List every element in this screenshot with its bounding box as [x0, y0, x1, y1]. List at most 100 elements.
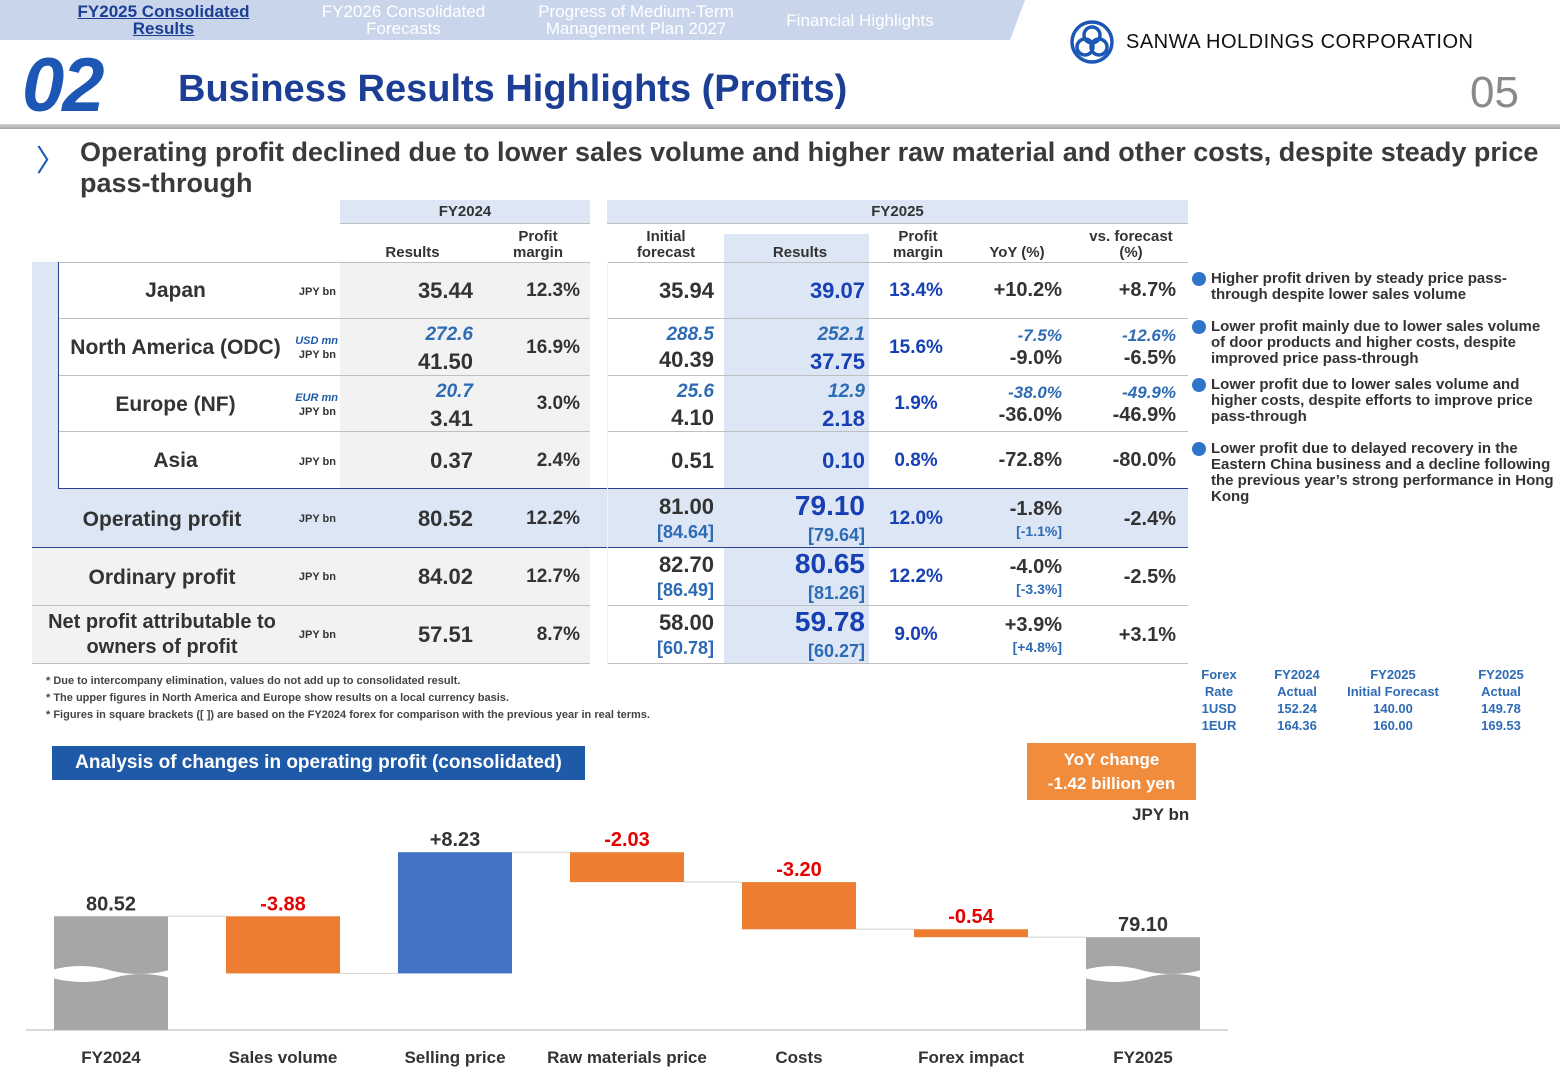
op-fy25-results: 79.10 [794, 490, 865, 521]
ord-fy24-margin: 12.7% [526, 566, 580, 587]
axis-break-mark [52, 966, 170, 982]
header-fy25-margin: Profit margin [892, 228, 943, 261]
forex-col-fy2024-actual: FY2024 Actual 152.24 164.36 [1274, 667, 1320, 733]
asia-yoy: -72.8% [998, 449, 1062, 471]
bullet-asia: Lower profit due to delayed recovery in … [1192, 441, 1557, 505]
na-fy25-local: 252.1 [817, 324, 865, 345]
net-initial-bracket: [60.78] [656, 638, 714, 658]
category-label-fy2024: FY2024 [81, 1048, 141, 1067]
group-header-fy2025: FY2025 [607, 200, 1188, 223]
ord-fy25-results: 80.65 [794, 548, 865, 579]
footnote-2: * The upper figures in North America and… [46, 692, 509, 704]
eu-vs-forecast: -46.9% [1112, 404, 1176, 426]
op-yoy-bracket: [-1.1%] [1016, 523, 1062, 539]
net-fy25-margin: 9.0% [894, 624, 938, 645]
footnote-3: * Figures in square brackets ([ ]) are b… [46, 709, 650, 721]
asia-fy25-results: 0.10 [822, 447, 865, 473]
japan-fy24-results: 35.44 [417, 277, 473, 303]
value-label-raw-materials-price: -2.03 [604, 829, 650, 851]
na-initial-local: 288.5 [666, 324, 714, 345]
ord-vs-forecast: -2.5% [1123, 565, 1176, 588]
axis-break-mark [1084, 966, 1202, 982]
op-fy25-margin: 12.0% [889, 508, 943, 529]
eu-fy24-local: 20.7 [436, 381, 473, 402]
forex-eur-label: 1EUR [1201, 718, 1237, 733]
japan-vs-forecast: +8.7% [1118, 279, 1176, 301]
ord-fy24-results: 84.02 [417, 564, 473, 589]
eu-fy25-results: 2.18 [822, 406, 865, 431]
section-number: 02 [22, 43, 105, 128]
eu-fy25-margin: 1.9% [894, 393, 938, 414]
row-label-operating-profit: Operating profit [82, 507, 242, 531]
nav-tab-fy2026-forecasts[interactable]: FY2026 Consolidated Forecasts [321, 2, 486, 38]
bullet-dot-icon [1192, 442, 1206, 456]
top-nav-bar [0, 0, 1025, 40]
net-fy24-results: 57.51 [417, 622, 473, 647]
ord-yoy: -4.0% [1009, 556, 1062, 578]
op-fy24-margin: 12.2% [526, 508, 580, 529]
bar-fy2025 [1086, 937, 1200, 1030]
na-yoy-local: -7.5% [1017, 326, 1062, 345]
op-yoy: -1.8% [1009, 498, 1062, 520]
row-label-asia: Asia [153, 449, 198, 472]
row-label-europe: Europe (NF) [115, 392, 236, 416]
yoy-change-badge: YoY change -1.42 billion yen [1027, 743, 1196, 800]
row-label-north-america: North America (ODC) [70, 336, 281, 359]
header-fy25-results: Results [772, 244, 828, 261]
value-label-forex-impact: -0.54 [948, 906, 994, 928]
na-yoy: -9.0% [1009, 347, 1062, 369]
forex-col-fy2025-actual: FY2025 Actual 149.78 169.53 [1478, 667, 1524, 733]
op-fy24-results: 80.52 [417, 506, 473, 531]
header-yoy: YoY (%) [989, 244, 1045, 261]
asia-fy24-results: 0.37 [430, 447, 473, 473]
value-label-fy2025: 79.10 [1118, 914, 1168, 936]
ord-yoy-bracket: [-3.3%] [1016, 581, 1062, 597]
op-bottom-line [32, 547, 1188, 548]
forex-col-fy2025-forecast: FY2025 Initial Forecast 140.00 160.00 [1347, 667, 1439, 733]
bar-costs [742, 882, 856, 930]
ord-fy25-bracket: [81.26] [807, 583, 865, 603]
value-label-sales-volume: -3.88 [260, 893, 306, 915]
ord-initial-bracket: [86.49] [656, 580, 714, 600]
brand-logo: SANWA HOLDINGS CORPORATION [1066, 20, 1473, 64]
category-label-sales-volume: Sales volume [229, 1048, 338, 1067]
ord-initial-forecast: 82.70 [658, 552, 714, 577]
unit-eu: JPY bn [298, 406, 336, 418]
eu-fy24-results: 3.41 [430, 406, 473, 431]
op-initial-bracket: [84.64] [656, 522, 714, 542]
waterfall-chart: 80.52 FY2024 -3.88 Sales volume +8.23 Selling… [26, 829, 1228, 1067]
category-label-forex-impact: Forex impact [918, 1048, 1024, 1067]
na-fy25-results: 37.75 [809, 349, 865, 374]
bullet-dot-icon [1192, 320, 1206, 334]
nav-tab-fy2025-results[interactable]: FY2025 Consolidated Results [77, 2, 250, 38]
nav-tab-medium-term-plan[interactable]: Progress of Medium-Term Management Plan … [538, 2, 734, 38]
eu-initial-forecast: 4.10 [671, 405, 714, 430]
bar-selling-price [398, 852, 512, 974]
eu-fy24-margin: 3.0% [536, 393, 580, 414]
category-label-costs: Costs [775, 1048, 822, 1067]
na-vs-forecast: -6.5% [1123, 347, 1176, 369]
bullet-japan: Higher profit driven by steady price pas… [1192, 271, 1557, 303]
bar-raw-materials-price [570, 852, 684, 883]
japan-fy24-margin: 12.3% [526, 279, 580, 301]
category-label-fy2025: FY2025 [1113, 1048, 1173, 1067]
operating-profit-row-bg [32, 489, 1188, 548]
op-top-line [58, 488, 1188, 489]
na-vsf-local: -12.6% [1122, 326, 1176, 345]
lower-rows-bg [32, 548, 590, 664]
page-title: Business Results Highlights (Profits) [178, 68, 848, 110]
eu-yoy: -36.0% [998, 404, 1062, 426]
net-yoy: +3.9% [1004, 614, 1062, 636]
header-initial-forecast: Initial forecast [636, 228, 696, 261]
unit-na-local: USD mn [295, 335, 338, 347]
yoy-change-value: -1.42 billion yen [1047, 774, 1176, 793]
bar-sales-volume [226, 916, 340, 974]
na-fy25-margin: 15.6% [889, 336, 943, 358]
op-initial-forecast: 81.00 [658, 494, 714, 519]
net-yoy-bracket: [+4.8%] [1012, 639, 1062, 655]
nav-tab-financial-highlights[interactable]: Financial Highlights [786, 10, 934, 30]
japan-initial-forecast: 35.94 [658, 277, 714, 303]
value-label-costs: -3.20 [776, 859, 822, 881]
header-fy24-results: Results [385, 244, 440, 261]
rate-label: Rate [1204, 684, 1234, 699]
